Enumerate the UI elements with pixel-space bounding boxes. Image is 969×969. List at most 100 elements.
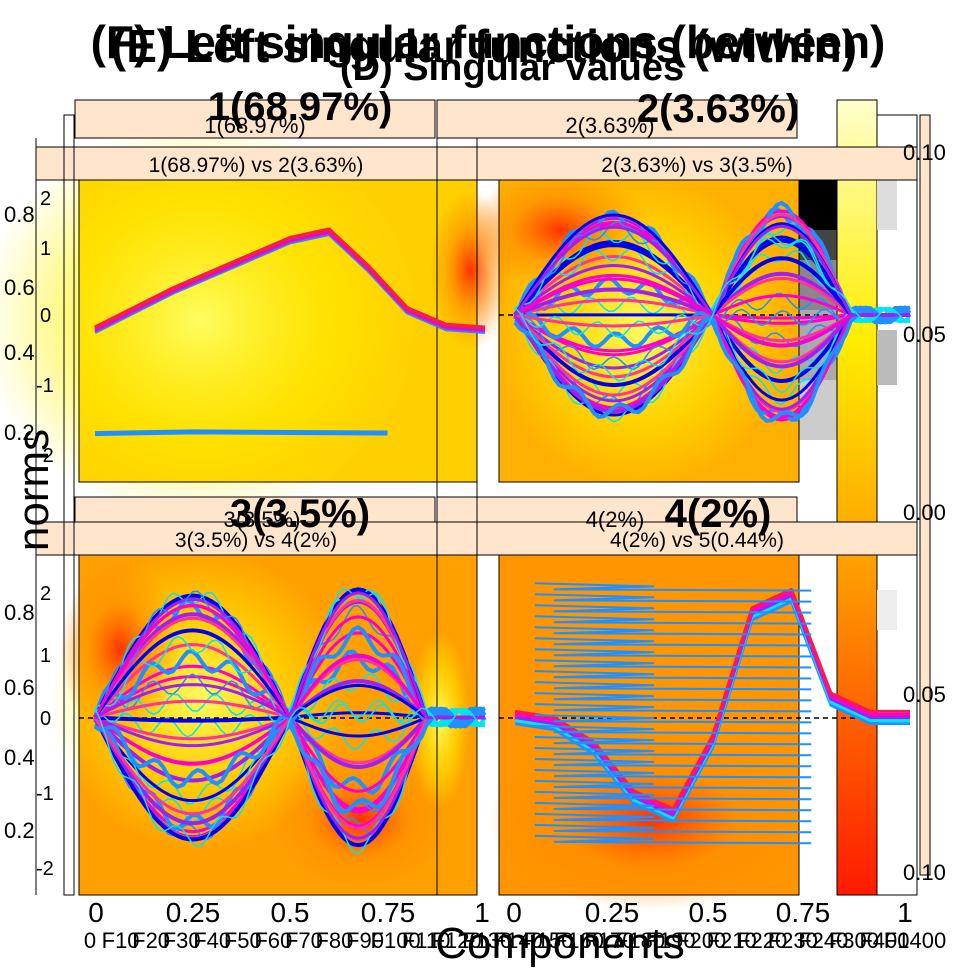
panel4-noise-18 (534, 769, 812, 779)
strip-label-1: 1(68.97%) vs 2(3.63%) (149, 154, 364, 177)
inner-tick-6: 2 (40, 583, 51, 605)
frame-panel-4 (498, 554, 800, 896)
feature-tick-23: F220 (737, 928, 787, 953)
panel-title-2: 2(3.63%) (637, 87, 799, 131)
x-tick-3: 0.5 (271, 897, 310, 928)
feature-tick-21: F200 (676, 928, 726, 953)
feature-tick-16: F150 (523, 928, 573, 953)
title-singular-values: (D) Singular values (340, 47, 684, 89)
panel-subtitle-4: 4(2%) (586, 507, 645, 532)
strip-back-1 (74, 99, 436, 139)
inner-tick-8: 0 (40, 708, 51, 730)
sv-block-1 (799, 180, 837, 230)
feature-tick-9: F80 (315, 928, 353, 953)
panel-subtitle-1: 1(68.97%) (204, 113, 306, 138)
feature-tick-22: F210 (707, 928, 757, 953)
inner-tick-2: 1 (40, 238, 51, 260)
panel4-noise-10 (534, 681, 812, 691)
strip-panel-3 (35, 521, 478, 556)
x-tick-6: 0 (506, 897, 522, 928)
strip-label-2: 2(3.63%) vs 3(3.5%) (601, 154, 792, 177)
feature-tick-25: F240 (798, 928, 848, 953)
panel4-noise-22 (534, 812, 812, 823)
panel4-noise-23 (534, 823, 812, 834)
x-tick-4: 0.75 (361, 897, 416, 928)
inner-tick-7: 1 (40, 645, 51, 667)
x-axis-title: Components (435, 919, 684, 968)
feature-tick-13: F120 (432, 928, 482, 953)
left-tick-2: 0.6 (4, 275, 35, 300)
panel4-noise-4 (534, 615, 812, 625)
feature-tick-28: F1400 (884, 928, 946, 953)
inner-tick-5: -2 (36, 445, 54, 467)
feature-tick-15: F140 (493, 928, 543, 953)
feature-tick-1: 0 (84, 928, 96, 953)
panel3-curve-40 (94, 703, 486, 848)
strip-back-2 (436, 99, 798, 139)
strip-panel-1 (35, 146, 478, 181)
left-tick-6: 0.6 (4, 675, 35, 700)
panel-title-4: 4(2%) (665, 492, 772, 536)
panel4-noise-6 (534, 637, 812, 647)
cbar-tick-4: 0.05 (903, 682, 946, 707)
colorbar (836, 99, 878, 896)
strip-panel-4 (476, 521, 918, 556)
panel4-noise-1 (534, 582, 812, 592)
heat-cool-1 (0, 120, 420, 520)
panel4-noise-11 (534, 692, 812, 702)
feature-tick-2: F10 (102, 928, 140, 953)
x-tick-10: 1 (897, 897, 913, 928)
panel-subtitle-3: 3(3.5%) (223, 507, 300, 532)
panel4-curve-5 (514, 587, 910, 811)
panel-frames (35, 99, 931, 896)
feature-tick-18: F170 (584, 928, 634, 953)
frame-back-left (63, 114, 75, 896)
feature-tick-14: F130 (462, 928, 512, 953)
left-tick-1: 0.8 (4, 202, 35, 227)
panel4-noise-2 (534, 593, 812, 603)
feature-tick-12: F110 (402, 928, 451, 953)
strip-label-3: 3(3.5%) vs 4(2%) (175, 529, 337, 552)
x-tick-5: 1 (474, 897, 490, 928)
left-tick-4: 0.2 (4, 420, 35, 445)
title-stack: (E) Left singular functions (within) (F)… (91, 16, 886, 89)
x-tick-8: 0.5 (689, 897, 728, 928)
heat-hot-2 (470, 170, 650, 290)
inner-tick-1: 2 (40, 188, 51, 210)
panel4-noise-3 (534, 604, 812, 614)
inner-tick-3: 0 (40, 305, 51, 327)
panel4-noise-9 (534, 670, 812, 680)
panel1-curve-4 (94, 227, 486, 330)
panel4-noise-8 (534, 659, 812, 669)
x-tick-1: 0 (88, 897, 104, 928)
feature-tick-26: F300 (829, 928, 879, 953)
panel4-noise-13 (534, 714, 812, 724)
feature-tick-19: F180 (615, 928, 665, 953)
feature-tick-24: F230 (768, 928, 818, 953)
panel-title-1: 1(68.97%) (208, 85, 393, 129)
title-right-functions: (F) Left singular functions (between) (91, 16, 886, 68)
panel4-noise-19 (534, 779, 812, 790)
panel4-noise-17 (534, 758, 812, 768)
panel4-noise-12 (534, 703, 812, 713)
feature-tick-27: F400 (859, 928, 909, 953)
inner-tick-9: -1 (36, 783, 54, 805)
sv-gray-2 (877, 330, 897, 385)
panel4-noise-21 (534, 801, 812, 812)
feature-tick-7: F60 (254, 928, 292, 953)
panel4-noise-24 (534, 834, 812, 845)
panel4-noise-20 (534, 790, 812, 801)
title-left-functions: (E) Left singular functions (within) (111, 20, 857, 72)
left-tick-3: 0.4 (4, 340, 35, 365)
feature-tick-row: 0 F10F20F30F40F50F60F70F80F90F100F110F120… (84, 928, 946, 953)
feature-tick-4: F30 (163, 928, 201, 953)
singular-values-column (799, 99, 918, 896)
x-tick-9: 0.75 (776, 897, 831, 928)
feature-tick-20: F190 (646, 928, 696, 953)
panel-title-3: 3(3.5%) (230, 492, 370, 536)
cbar-tick-1: 0.10 (903, 140, 946, 165)
cbar-tick-5: 0.10 (903, 860, 946, 885)
heat-cool-4 (410, 630, 470, 810)
y-axis-title: norms (9, 429, 58, 551)
